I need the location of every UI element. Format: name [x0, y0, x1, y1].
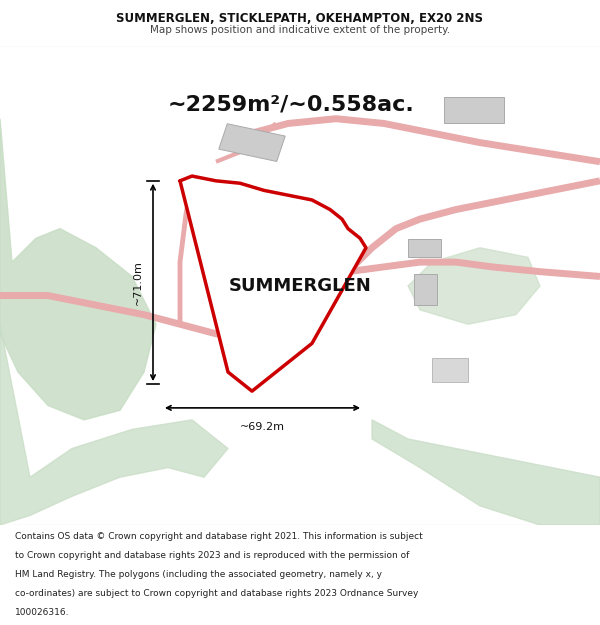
Text: co-ordinates) are subject to Crown copyright and database rights 2023 Ordnance S: co-ordinates) are subject to Crown copyr…: [15, 589, 418, 598]
Polygon shape: [408, 248, 540, 324]
Polygon shape: [242, 245, 286, 279]
Text: Contains OS data © Crown copyright and database right 2021. This information is : Contains OS data © Crown copyright and d…: [15, 532, 423, 541]
Polygon shape: [219, 124, 285, 161]
Bar: [432, 357, 468, 382]
Text: ~2259m²/~0.558ac.: ~2259m²/~0.558ac.: [168, 94, 415, 114]
Bar: [408, 239, 441, 258]
Text: ~71.0m: ~71.0m: [133, 260, 143, 305]
Text: Map shows position and indicative extent of the property.: Map shows position and indicative extent…: [150, 25, 450, 35]
Text: 100026316.: 100026316.: [15, 608, 70, 617]
Text: ~69.2m: ~69.2m: [240, 422, 285, 432]
Text: HM Land Registry. The polygons (including the associated geometry, namely x, y: HM Land Registry. The polygons (includin…: [15, 570, 382, 579]
Text: SUMMERGLEN: SUMMERGLEN: [229, 277, 371, 295]
Text: to Crown copyright and database rights 2023 and is reproduced with the permissio: to Crown copyright and database rights 2…: [15, 551, 409, 560]
Bar: [414, 274, 437, 305]
Polygon shape: [180, 176, 366, 391]
Text: SUMMERGLEN, STICKLEPATH, OKEHAMPTON, EX20 2NS: SUMMERGLEN, STICKLEPATH, OKEHAMPTON, EX2…: [116, 12, 484, 25]
Polygon shape: [0, 324, 228, 525]
Polygon shape: [0, 119, 156, 420]
Bar: [444, 98, 504, 124]
Polygon shape: [372, 420, 600, 525]
